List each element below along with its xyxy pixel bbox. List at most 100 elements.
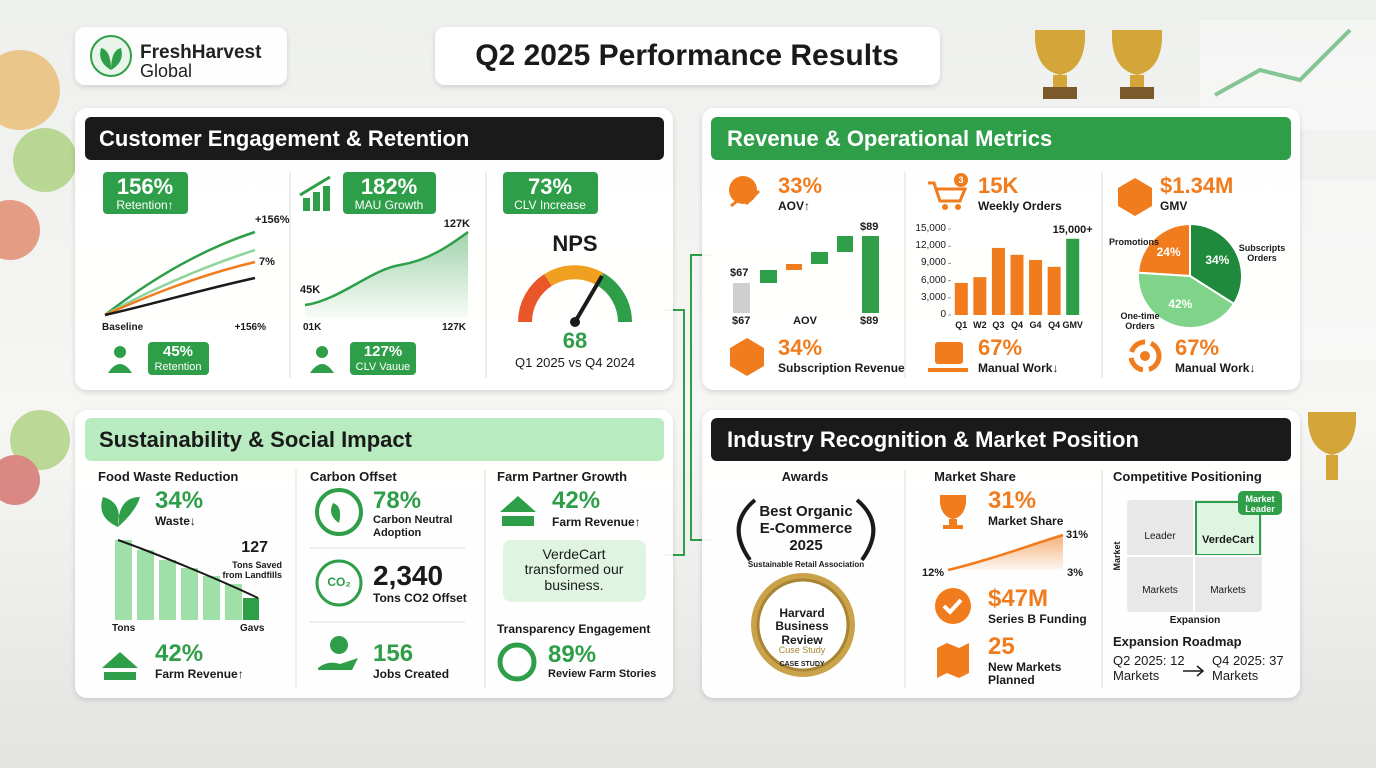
kpi-label: Waste↓ (155, 513, 196, 528)
kpi-value: 2,340 (373, 560, 444, 592)
co2-icon: CO₂ (327, 574, 351, 589)
axis-label: $89 (860, 315, 879, 328)
line-label: 45K (300, 284, 321, 297)
legend-label: One-time Orders (1120, 310, 1160, 331)
annotation: 15,000+ (1052, 224, 1093, 237)
axis-label: AOV (793, 315, 817, 328)
x-tick-label: Q4 (1010, 319, 1023, 330)
panel-title: Revenue & Operational Metrics (727, 125, 1053, 151)
col-heading: Awards (781, 469, 829, 485)
seal-title: Harvard Business Review (775, 605, 829, 647)
cart-badge: 3 (958, 174, 964, 185)
kpi-value: 67% (978, 334, 1023, 360)
kpi-label: Farm Revenue↑ (552, 514, 641, 529)
x-tick-label: G4 (1029, 319, 1042, 330)
axis-label: Market (1111, 541, 1122, 571)
chart-label: 12% (922, 567, 945, 580)
kpi-label: AOV↑ (778, 198, 811, 213)
leader-badge: Market Leader (1245, 493, 1275, 514)
connectors (664, 254, 711, 556)
kpi-label: CLV Vauue (355, 361, 411, 374)
x-tick-label: Q4 (1048, 319, 1061, 330)
mau-area (305, 232, 468, 318)
award-laurels (736, 498, 876, 562)
title-box (435, 27, 940, 85)
bar (1047, 266, 1061, 315)
kpi-value: $1.34M (1160, 172, 1234, 198)
industry-icons (935, 495, 1064, 678)
chart-label: 3% (1067, 567, 1083, 580)
badges (103, 172, 598, 375)
slice-label: 42% (1168, 297, 1193, 312)
kpi-label: Review Farm Stories (548, 668, 657, 681)
roadmap-step: Q4 2025: 37 Markets (1212, 653, 1284, 683)
col-heading: Competitive Positioning (1113, 469, 1262, 485)
kpi-value: 25 (988, 632, 1015, 660)
x-tick-label: W2 (973, 319, 987, 330)
brand: FreshHarvest (140, 41, 262, 63)
kpi-label: Market Share (988, 513, 1064, 528)
seal (751, 573, 855, 677)
seal-foot: CASE STUDY (779, 660, 825, 668)
kpi-label: Manual Work↓ (978, 360, 1059, 375)
line-label: 7% (259, 256, 275, 269)
kpi-label: Tons CO2 Offset (373, 590, 467, 605)
positioning-grid (1127, 491, 1282, 677)
award-name: Best Organic E-Commerce 2025 (759, 503, 853, 554)
mau-line (304, 230, 469, 307)
retention-lines (104, 230, 256, 317)
kpi-value: 156% (116, 173, 174, 199)
pie-slice (1137, 271, 1236, 329)
axis-label: $67 (732, 315, 751, 328)
col-heading: Farm Partner Growth (497, 469, 628, 485)
brand-sub: Global (140, 61, 193, 82)
kpi-label: Jobs Created (373, 666, 450, 681)
kpi-label: Retention↑ (116, 197, 174, 212)
x-tick-label: Q3 (992, 319, 1005, 330)
logo-box (75, 27, 287, 85)
bar (1066, 238, 1080, 315)
kpi-value: 78% (373, 486, 422, 514)
kpi-value: 89% (548, 640, 597, 668)
kpi-value: 15K (978, 172, 1019, 198)
bar (991, 247, 1005, 315)
roadmap-step: Q2 2025: 12 Markets (1113, 653, 1185, 683)
panel-title: Customer Engagement & Retention (99, 125, 470, 151)
nps-title: NPS (552, 230, 598, 256)
axis-label: 01K (303, 322, 322, 333)
food-waste-bars (115, 539, 259, 620)
col-heading: Expansion Roadmap (1113, 634, 1242, 650)
person-icons (108, 346, 334, 373)
y-tick-label: 15,000 (915, 223, 946, 234)
seal-sub: Cuse Study (778, 644, 826, 655)
kpi-value: 182% (360, 173, 418, 199)
y-tick-label: 3,000 (920, 291, 946, 303)
slice-label: 34% (1205, 252, 1230, 267)
line-label: 127K (443, 218, 470, 231)
kpi-label: MAU Growth (354, 197, 424, 212)
kpi-value: 34% (155, 486, 204, 514)
nps-caption: Q1 2025 vs Q4 2024 (515, 355, 635, 371)
logo-icon (90, 35, 132, 77)
sustain-icons (101, 488, 646, 682)
col-heading: Transparency Engagement (497, 621, 651, 636)
page-title: Q2 2025 Performance Results (475, 39, 899, 72)
quad-label: Leader (1144, 531, 1176, 542)
bar (973, 277, 987, 315)
y-tick-label: 0 (940, 309, 946, 320)
x-tick-label: Q1 (955, 319, 968, 330)
kpi-label: Subscription Revenue (778, 360, 905, 375)
kpi-value: 34% (778, 334, 823, 360)
slice-label: 24% (1156, 245, 1181, 260)
kpi-label: Farm Revenue↑ (155, 666, 244, 681)
quote: VerdeCart transformed our business. (524, 545, 624, 593)
mau-icon (299, 175, 331, 211)
nps-gauge (518, 265, 632, 327)
y-tick-label: 12,000 (915, 240, 946, 252)
kpi-value: 67% (1175, 334, 1220, 360)
quad-label: Markets (1142, 585, 1178, 596)
kpi-label: Retention (154, 361, 202, 374)
panel-title: Industry Recognition & Market Position (727, 426, 1139, 452)
